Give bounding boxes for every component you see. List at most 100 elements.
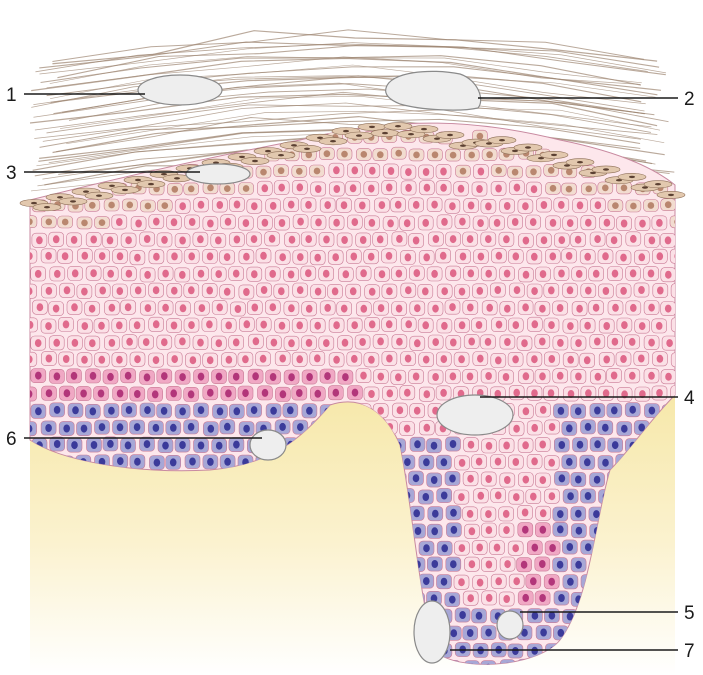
cell-nucleus	[135, 219, 142, 228]
cell-nucleus	[522, 372, 530, 381]
cell-nucleus	[360, 151, 368, 158]
cell-nucleus	[333, 185, 341, 193]
cell-nucleus	[529, 218, 537, 227]
cell-nucleus	[359, 201, 366, 210]
cell-nucleus	[224, 185, 231, 193]
cell-nucleus	[621, 424, 628, 433]
cell-nucleus	[143, 373, 151, 382]
cell-nucleus	[108, 406, 115, 415]
cell-nucleus	[340, 304, 348, 313]
cell-nucleus	[360, 304, 368, 313]
cell-nucleus	[611, 337, 619, 346]
cell-nucleus	[610, 236, 618, 245]
cell-nucleus	[638, 286, 645, 294]
cell-nucleus	[603, 218, 611, 227]
cornified-nucleus	[551, 153, 557, 157]
cell-nucleus	[494, 491, 502, 500]
cell-nucleus	[531, 457, 538, 466]
cell-nucleus	[567, 322, 574, 331]
cell-nucleus	[414, 304, 421, 313]
cell-nucleus	[423, 423, 431, 432]
cell-nucleus	[278, 287, 285, 296]
cell	[30, 248, 38, 264]
cell-nucleus	[412, 372, 420, 381]
cell-nucleus	[665, 372, 672, 381]
cell-nucleus	[674, 611, 675, 620]
cell-nucleus	[215, 236, 222, 245]
cell-nucleus	[467, 303, 474, 312]
cell-nucleus	[648, 406, 656, 415]
cell-nucleus	[531, 611, 539, 620]
cell-nucleus	[539, 337, 546, 346]
cell-nucleus	[314, 389, 322, 398]
cell-nucleus	[556, 371, 564, 380]
lesion-5	[496, 610, 524, 640]
cornified-nucleus	[382, 131, 388, 135]
cell-nucleus	[30, 355, 33, 364]
cell-nucleus	[485, 372, 492, 380]
cell-nucleus	[296, 167, 303, 175]
cell-nucleus	[602, 458, 609, 467]
cell-nucleus	[522, 407, 530, 416]
cell-nucleus	[629, 269, 637, 278]
cell-nucleus	[288, 373, 295, 382]
cell-nucleus	[423, 577, 430, 586]
cell-nucleus	[466, 629, 474, 637]
cell-nucleus	[305, 151, 313, 159]
cell-nucleus	[549, 184, 557, 192]
cell-nucleus	[359, 236, 367, 244]
cell	[30, 351, 38, 367]
cell-nucleus	[279, 390, 287, 399]
cell-nucleus	[242, 355, 249, 364]
cell-nucleus	[162, 441, 169, 450]
cell-nucleus	[449, 151, 457, 159]
cell-nucleus	[279, 253, 287, 262]
cell-nucleus	[592, 303, 600, 312]
cell-nucleus	[664, 304, 672, 313]
cell-nucleus	[396, 337, 403, 346]
cell-nucleus	[422, 287, 429, 296]
cell-nucleus	[639, 390, 646, 399]
keratin-fiber	[52, 29, 645, 62]
cell-nucleus	[54, 269, 61, 278]
cell-nucleus	[503, 269, 511, 278]
cell-nucleus	[116, 389, 124, 398]
cell-nucleus	[30, 287, 33, 296]
cell-nucleus	[288, 235, 296, 244]
cell-nucleus	[611, 441, 619, 450]
cell-nucleus	[179, 304, 187, 313]
cell-nucleus	[548, 611, 556, 620]
cell-nucleus	[647, 202, 655, 209]
keratin-fiber	[52, 116, 665, 156]
cell-nucleus	[297, 217, 304, 226]
cell-nucleus	[495, 184, 502, 193]
cell-nucleus	[349, 184, 357, 193]
cell-nucleus	[485, 475, 493, 483]
keratin-fiber	[31, 76, 645, 112]
cell-nucleus	[477, 491, 485, 500]
cell-nucleus	[207, 457, 214, 466]
cell-nucleus	[485, 441, 493, 450]
cell-nucleus	[539, 440, 546, 449]
cell-nucleus	[585, 218, 592, 227]
cell-nucleus	[367, 252, 375, 261]
cell-nucleus	[89, 407, 97, 416]
cell-nucleus	[260, 168, 267, 176]
cell-nucleus	[216, 201, 224, 209]
cell-nucleus	[63, 389, 71, 398]
cell-nucleus	[413, 151, 420, 159]
cell-nucleus	[584, 422, 592, 431]
cell-nucleus	[412, 236, 420, 245]
cell	[669, 248, 675, 264]
cell-nucleus	[225, 389, 232, 398]
cell-nucleus	[557, 510, 564, 519]
cell-nucleus	[567, 577, 574, 586]
cell-nucleus	[450, 338, 457, 347]
cell-nucleus	[520, 560, 528, 569]
cell-nucleus	[81, 219, 88, 227]
cell-nucleus	[404, 354, 412, 363]
cell-nucleus	[674, 388, 675, 397]
cell-nucleus	[169, 458, 177, 467]
cell-nucleus	[484, 337, 492, 346]
cell-nucleus	[116, 287, 124, 296]
